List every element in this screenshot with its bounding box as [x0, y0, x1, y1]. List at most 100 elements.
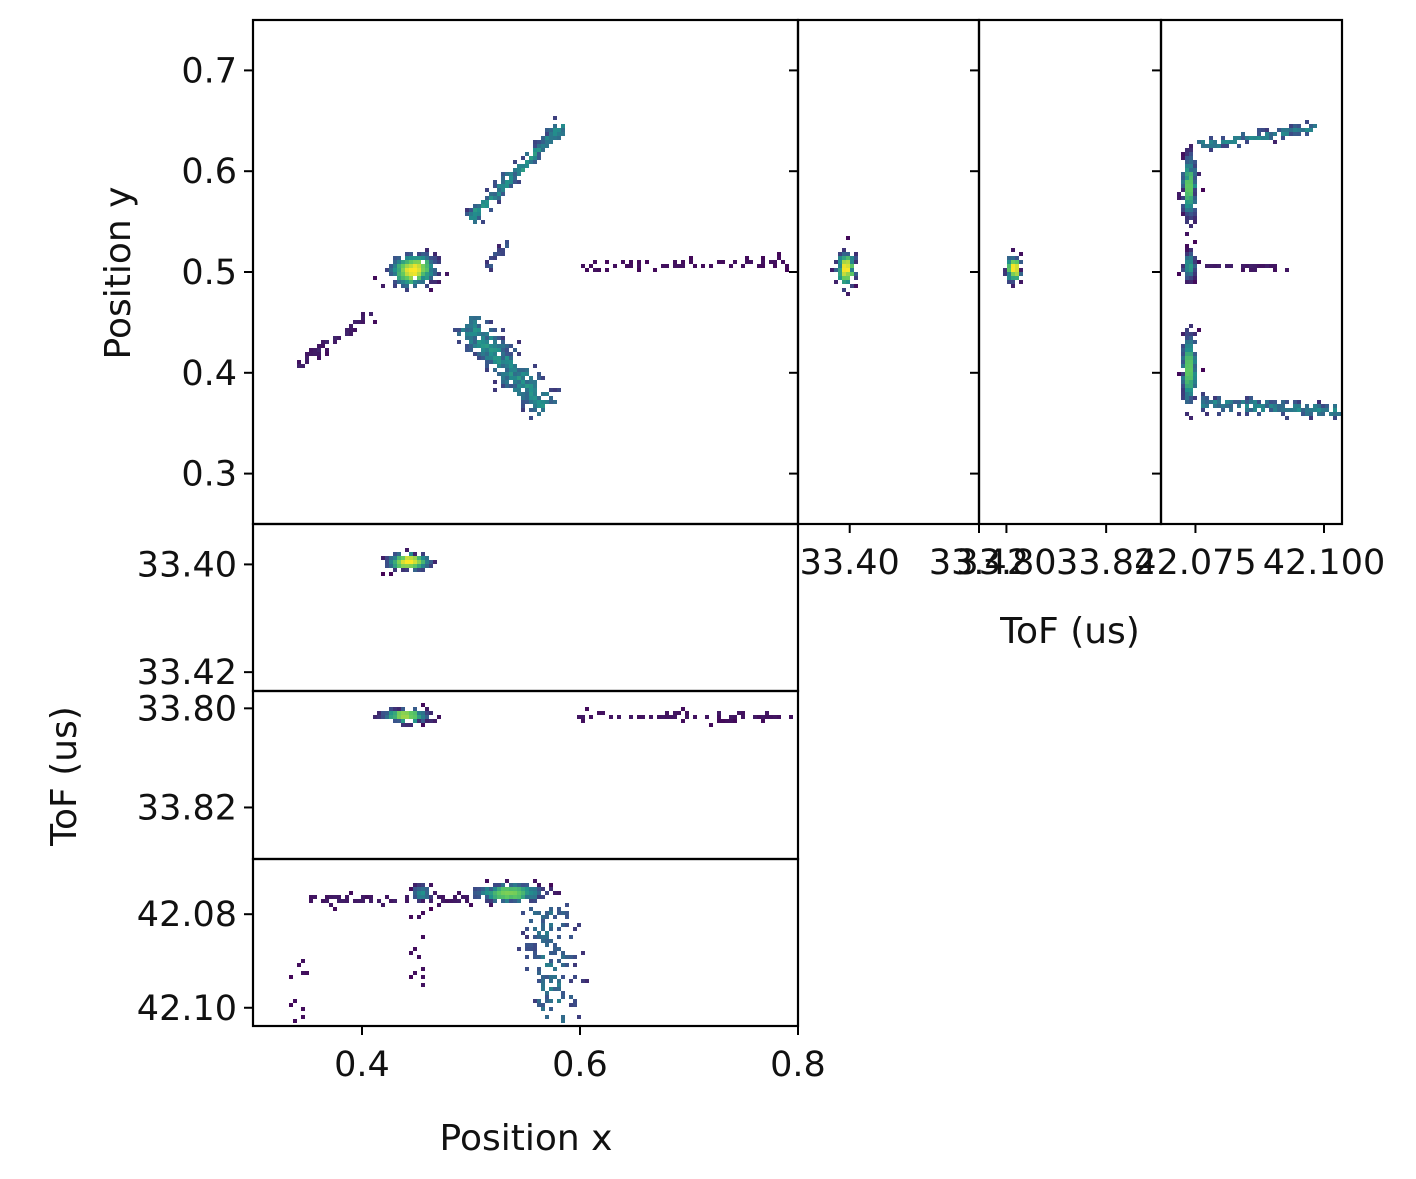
heatmap-cell	[485, 196, 489, 200]
heatmap-cell	[1181, 384, 1185, 388]
heatmap-cell	[489, 356, 493, 360]
heatmap-cell	[677, 711, 681, 715]
heatmap-cell	[409, 552, 413, 556]
heatmap-cell	[1205, 404, 1209, 408]
heatmap-cell	[489, 887, 493, 891]
heatmap-cell	[842, 256, 846, 260]
heatmap-cell	[405, 568, 409, 572]
heatmap-cell	[401, 707, 405, 711]
heatmap-cell	[1269, 400, 1273, 404]
heatmap-cell	[553, 915, 557, 919]
heatmap-cell	[457, 340, 461, 344]
heatmap-cell	[573, 999, 577, 1003]
heatmap-cell	[373, 320, 377, 324]
heatmap-cell	[621, 260, 625, 264]
heatmap-cell	[1265, 400, 1269, 404]
heatmap-cell	[545, 931, 549, 935]
heatmap-cell	[537, 891, 541, 895]
heatmap-cell	[525, 400, 529, 404]
heatmap-cell	[401, 284, 405, 288]
heatmap-cell	[529, 947, 533, 951]
heatmap-cell	[585, 979, 589, 983]
heatmap-cell	[834, 260, 838, 264]
heatmap-cell	[465, 348, 469, 352]
heatmap-cell	[1007, 268, 1011, 272]
heatmap-cell	[573, 1003, 577, 1007]
heatmap-cell	[433, 560, 437, 564]
heatmap-cell	[1181, 372, 1185, 376]
heatmap-cell	[661, 715, 665, 719]
heatmap-cell	[729, 264, 733, 268]
heatmap-cell	[565, 903, 569, 907]
heatmap-cell	[549, 999, 553, 1003]
heatmap-cell	[425, 891, 429, 895]
heatmap-cell	[485, 348, 489, 352]
heatmap-cell	[1333, 412, 1337, 416]
heatmap-cell	[453, 328, 457, 332]
heatmap-cell	[505, 372, 509, 376]
heatmap-cell	[1257, 400, 1261, 404]
heatmap-cell	[393, 711, 397, 715]
heatmap-cell	[505, 380, 509, 384]
heatmap-cell	[1333, 404, 1337, 408]
heatmap-cell	[533, 364, 537, 368]
heatmap-cell	[846, 268, 850, 272]
heatmap-cell	[485, 320, 489, 324]
heatmap-cell	[393, 719, 397, 723]
heatmap-cell	[1185, 340, 1189, 344]
heatmap-cell	[505, 879, 509, 883]
heatmap-cell	[405, 272, 409, 276]
heatmap-cell	[781, 260, 785, 264]
heatmap-cell	[509, 180, 513, 184]
heatmap-cell	[465, 332, 469, 336]
heatmap-cell	[377, 715, 381, 719]
heatmap-cell	[389, 264, 393, 268]
heatmap-cell	[669, 715, 673, 719]
heatmap-cell	[421, 715, 425, 719]
heatmap-cell	[321, 340, 325, 344]
heatmap-cell	[509, 887, 513, 891]
heatmap-cell	[421, 887, 425, 891]
heatmap-cell	[1177, 196, 1181, 200]
heatmap-cell	[717, 715, 721, 719]
heatmap-cell	[617, 715, 621, 719]
heatmap-cell	[413, 971, 417, 975]
heatmap-cell	[477, 324, 481, 328]
heatmap-cell	[673, 260, 677, 264]
heatmap-cell	[1193, 272, 1197, 276]
heatmap-cell	[529, 891, 533, 895]
heatmap-cell	[377, 711, 381, 715]
heatmap-cell	[1181, 356, 1185, 360]
heatmap-cell	[425, 252, 429, 256]
heatmap-cell	[501, 340, 505, 344]
heatmap-cell	[709, 264, 713, 268]
y-tick-label: 0.4	[181, 354, 237, 394]
heatmap-cell	[533, 396, 537, 400]
heatmap-cell	[393, 272, 397, 276]
heatmap-cell	[405, 268, 409, 272]
heatmap-cell	[533, 156, 537, 160]
heatmap-cell	[433, 252, 437, 256]
heatmap-cell	[541, 148, 545, 152]
heatmap-cell	[513, 380, 517, 384]
heatmap-cell	[1007, 276, 1011, 280]
heatmap-cell	[473, 344, 477, 348]
heatmap-cell	[553, 951, 557, 955]
heatmap-cell	[1257, 128, 1261, 132]
heatmap-cell	[573, 963, 577, 967]
heatmap-cell	[1185, 376, 1189, 380]
heatmap-cell	[485, 188, 489, 192]
heatmap-cell	[529, 376, 533, 380]
heatmap-cell	[533, 891, 537, 895]
heatmap-cell	[401, 280, 405, 284]
heatmap-cell	[565, 923, 569, 927]
heatmap-cell	[1309, 128, 1313, 132]
heatmap-cell	[1189, 144, 1193, 148]
heatmap-cell	[1301, 408, 1305, 412]
heatmap-cell	[353, 320, 357, 324]
heatmap-cell	[1011, 280, 1015, 284]
x-tick-label: 42.100	[1263, 543, 1385, 583]
heatmap-cell	[1185, 388, 1189, 392]
heatmap-cell	[1281, 412, 1285, 416]
heatmap-cell	[545, 963, 549, 967]
